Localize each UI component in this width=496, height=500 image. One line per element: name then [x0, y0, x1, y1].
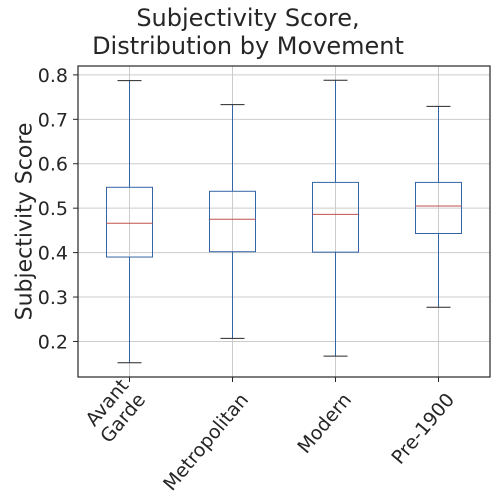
y-tick-label: 0.3	[38, 287, 68, 309]
y-tick-label: 0.8	[38, 65, 68, 87]
iqr-box	[106, 186, 153, 258]
box-0	[106, 80, 153, 364]
x-axis-ticks: AvantGarde Metropolitan Modern Pre-1900	[79, 375, 459, 495]
grid	[78, 66, 490, 377]
y-tick-label: 0.7	[38, 109, 68, 131]
box-3	[415, 105, 462, 308]
iqr-box	[312, 181, 359, 253]
y-tick-label: 0.6	[38, 154, 68, 176]
chart-title-line: Distribution by Movement	[92, 32, 404, 60]
plot-frame	[77, 65, 491, 378]
boxes	[106, 79, 462, 364]
box-2	[312, 79, 359, 357]
y-tick-label: 0.5	[38, 198, 68, 220]
x-tick-label-line: Modern	[293, 389, 356, 458]
iqr-box	[415, 181, 462, 234]
y-tick-label: 0.2	[38, 331, 68, 353]
x-tick-label: Pre-1900	[387, 389, 459, 469]
x-tick-label-line: Metropolitan	[159, 389, 253, 495]
chart-title-line: Subjectivity Score,	[136, 4, 359, 32]
chart-title: Subjectivity Score,Distribution by Movem…	[92, 4, 404, 60]
x-tick-label: AvantGarde	[79, 375, 150, 447]
y-tick-label: 0.4	[38, 243, 68, 265]
iqr-box	[209, 190, 256, 253]
x-tick-label: Modern	[293, 389, 356, 458]
x-tick-label: Metropolitan	[159, 389, 253, 495]
x-tick-label-line: Pre-1900	[387, 389, 459, 469]
y-axis-label: Subjectivity Score	[13, 123, 38, 321]
box-1	[209, 104, 256, 339]
y-axis-ticks: 0.2 0.3 0.4 0.5 0.6 0.7 0.8	[38, 65, 78, 353]
